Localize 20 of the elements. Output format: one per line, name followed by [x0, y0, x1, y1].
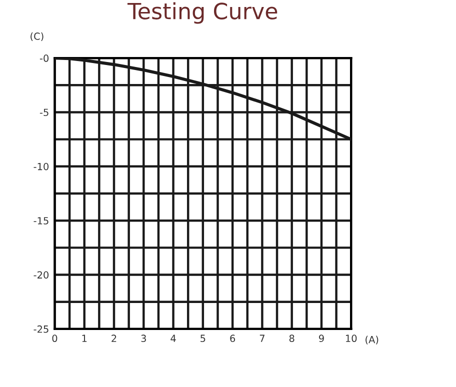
x-tick-label: 3 — [141, 334, 146, 342]
y-tick-label: -15 — [34, 217, 48, 224]
y-tick-label: -10 — [34, 162, 49, 170]
y-tick-label: -25 — [34, 325, 48, 333]
chart-title: Testing Curve — [127, 2, 278, 24]
y-tick-label: -5 — [40, 108, 48, 116]
x-tick-label: 5 — [200, 334, 206, 342]
x-tick-label: 9 — [319, 334, 324, 342]
x-tick-label: 10 — [346, 334, 357, 342]
x-tick-label: 1 — [82, 334, 87, 342]
x-axis-title: (A) — [366, 336, 378, 344]
y-tick-label: -0 — [40, 54, 49, 62]
x-tick-label: 6 — [230, 334, 236, 342]
y-tick-label: -20 — [34, 271, 49, 279]
y-axis-title: (C) — [30, 32, 44, 42]
x-tick-label: 8 — [289, 334, 294, 342]
x-tick-label: 2 — [112, 334, 116, 342]
x-tick-label: 4 — [170, 334, 176, 342]
x-tick-label: 7 — [260, 334, 264, 342]
x-tick-label: 0 — [52, 334, 58, 342]
